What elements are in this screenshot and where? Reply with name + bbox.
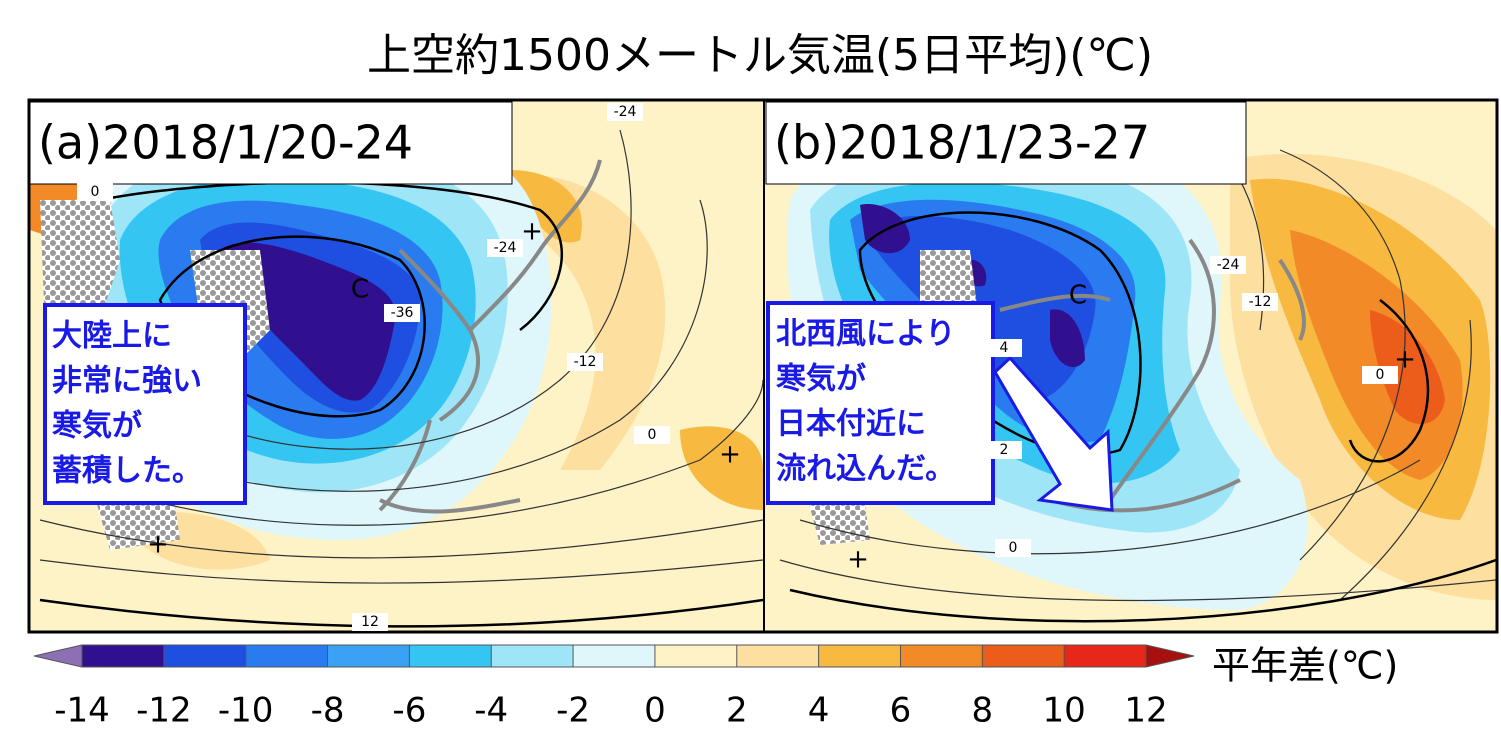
colorbar-tick-label: 6 <box>890 691 912 731</box>
contour-label-bg <box>77 183 113 201</box>
contour-label-bg <box>487 239 523 257</box>
colorbar-tick-label: 4 <box>808 691 830 731</box>
contour-label-bg <box>1210 256 1246 274</box>
colorbar-segment <box>82 645 164 667</box>
arrow <box>993 355 1114 512</box>
colorbar-segment <box>245 645 328 667</box>
contour-label: -24 <box>614 104 637 120</box>
annotation-line: 寒気が <box>52 409 142 444</box>
annotation-line: 大陸上に <box>52 319 172 354</box>
contour-label: -36 <box>391 305 414 321</box>
colorbar-tick-label: 10 <box>1043 691 1086 731</box>
colorbar-tick-label: 0 <box>644 691 666 731</box>
colorbar-segment <box>818 645 901 667</box>
colorbar-segment <box>327 645 410 667</box>
colorbar-segment <box>409 645 492 667</box>
colorbar-segment <box>573 645 655 667</box>
colorbar-tick-label: -10 <box>218 691 274 731</box>
annotation-line: 寒気が <box>776 362 866 397</box>
contour-label: 2 <box>1000 442 1009 458</box>
colorbar-tick-label: 2 <box>726 691 748 731</box>
panel-label: (a)2018/1/20-24 <box>38 116 413 170</box>
annotation-box <box>766 301 995 505</box>
map-b <box>765 101 1496 631</box>
symbol: + <box>847 545 869 575</box>
contour-label: -12 <box>574 354 597 370</box>
contour-label: -24 <box>1217 257 1240 273</box>
colorbar-tick-label: 8 <box>971 691 993 731</box>
colorbar: -14 -12 -10 -8 -6 -4 -2 0 2 4 6 8 10 12 <box>33 644 1195 731</box>
overlay: 大陸上に非常に強い寒気が蓄積した。北西風により寒気が日本付近に流れ込んだ。0-2… <box>52 103 1416 631</box>
colorbar-tick-label: -4 <box>474 691 508 731</box>
colorbar-segment <box>1064 645 1146 667</box>
annotation-line: 蓄積した。 <box>52 454 202 489</box>
contour-label: -24 <box>494 240 517 256</box>
contour-label-bg <box>1242 293 1278 311</box>
contour-label: 0 <box>1009 540 1018 556</box>
contour-label-bg <box>384 304 420 322</box>
contour-label: -12 <box>1249 294 1272 310</box>
colorbar-segment <box>736 645 819 667</box>
contour-label-bg <box>352 613 388 631</box>
contour-label-bg <box>986 441 1022 459</box>
colorbar-tick-label: -8 <box>311 691 345 731</box>
colorbar-segment <box>900 645 983 667</box>
colorbar-extension <box>33 644 83 668</box>
colorbar-tick-label: -2 <box>556 691 590 731</box>
contour-label: 4 <box>1000 340 1009 356</box>
panel-label-box <box>765 101 1247 185</box>
panel-label-box <box>29 101 513 185</box>
panel-label: (b)2018/1/23-27 <box>774 116 1150 170</box>
annotation-box <box>43 303 247 505</box>
contour-label-bg <box>1362 366 1398 384</box>
contour-label-bg <box>607 103 643 121</box>
colorbar-tick-label: -14 <box>54 691 110 731</box>
annotation-line: 北西風により <box>776 317 955 352</box>
contour-label-bg <box>567 353 603 371</box>
symbol: + <box>147 530 169 560</box>
contour-label: 0 <box>91 184 100 200</box>
annotation-line: 非常に強い <box>52 364 202 399</box>
contour-label: 0 <box>1376 367 1385 383</box>
annotation-line: 日本付近に <box>776 407 926 442</box>
colorbar-segment <box>491 645 574 667</box>
contour-label-bg <box>986 339 1022 357</box>
colorbar-tick-label: -6 <box>392 691 426 731</box>
annotation-line: 流れ込んだ。 <box>776 452 955 487</box>
colorbar-segment <box>163 645 246 667</box>
contour-label: 0 <box>648 427 657 443</box>
symbol: C <box>351 275 369 305</box>
symbol: + <box>521 217 543 247</box>
contour-label: 12 <box>361 614 379 630</box>
symbol: + <box>1394 345 1416 375</box>
colorbar-tick-label: 12 <box>1124 691 1167 731</box>
contour-label-bg <box>634 426 670 444</box>
colorbar-segment <box>654 645 737 667</box>
title: 上空約1500メートル気温(5日平均)(℃) <box>367 30 1153 81</box>
colorbar-segment <box>982 645 1065 667</box>
colorbar-tick-label: -12 <box>136 691 192 731</box>
colorbar-unit: 平年差(℃) <box>1212 644 1398 688</box>
colorbar-extension <box>1145 644 1195 668</box>
contour-label-bg <box>995 539 1031 557</box>
symbol: C <box>1069 281 1087 311</box>
symbol: + <box>719 440 741 470</box>
